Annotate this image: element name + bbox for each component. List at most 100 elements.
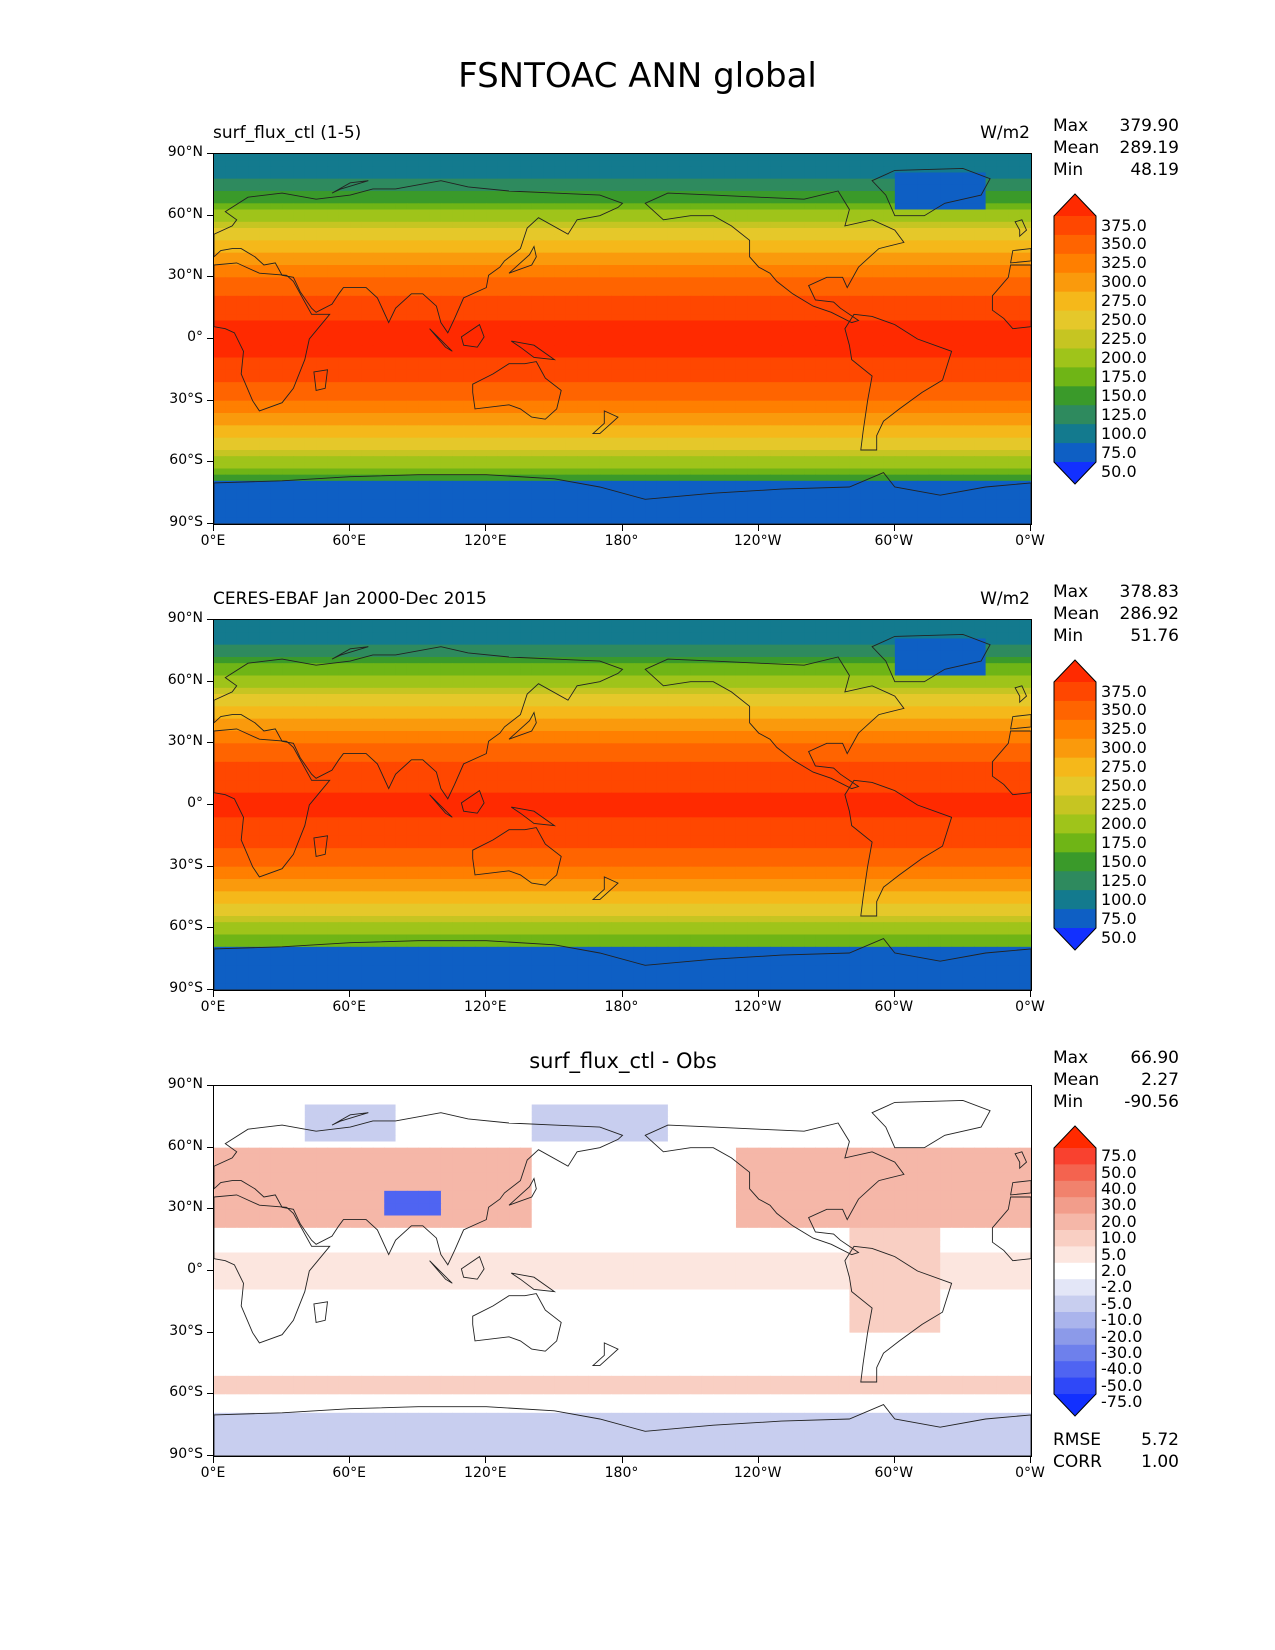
field-cell <box>690 172 703 180</box>
field-cell <box>701 357 714 365</box>
field-cell <box>248 234 260 241</box>
field-cell <box>463 650 476 658</box>
field-cell <box>259 166 272 174</box>
field-cell <box>826 369 839 377</box>
field-cell <box>225 480 238 488</box>
field-cell <box>599 620 612 627</box>
field-cell <box>928 419 941 426</box>
field-cell <box>259 160 272 167</box>
field-cell <box>645 505 658 513</box>
field-cell <box>690 258 703 266</box>
field-cell <box>350 252 363 260</box>
field-cell <box>338 221 351 229</box>
field-cell <box>1008 400 1021 408</box>
field-cell <box>758 638 771 646</box>
field-cell <box>577 388 590 396</box>
field-cell <box>316 302 329 309</box>
field-cell <box>372 246 385 254</box>
field-cell <box>928 511 941 519</box>
coastline <box>871 167 991 217</box>
field-cell <box>996 221 1009 229</box>
field-cell <box>906 394 919 402</box>
field-cell <box>293 376 306 383</box>
field-cell <box>293 663 306 670</box>
field-cell <box>611 277 624 285</box>
field-cell <box>860 160 873 167</box>
field-cell <box>906 314 919 322</box>
field-cell <box>611 221 624 229</box>
field-cell <box>917 663 930 670</box>
field-cell <box>225 644 238 652</box>
field-cell <box>679 228 692 235</box>
field-cell <box>974 443 987 451</box>
field-cell <box>860 240 873 248</box>
field-cell <box>338 468 351 476</box>
field-cell <box>543 480 556 488</box>
field-cell <box>372 271 385 278</box>
field-cell <box>1008 314 1021 322</box>
field-cell <box>361 197 374 204</box>
field-cell <box>928 382 941 389</box>
field-cell <box>327 382 340 389</box>
field-cell <box>826 221 839 229</box>
field-cell <box>509 632 521 640</box>
field-cell <box>361 406 374 414</box>
field-cell <box>735 295 748 303</box>
field-cell <box>656 382 669 389</box>
field-cell <box>701 345 714 352</box>
field-cell <box>395 203 408 211</box>
field-cell <box>747 215 760 223</box>
field-cell <box>531 345 544 352</box>
field-cell <box>236 474 249 482</box>
field-cell <box>940 283 953 291</box>
field-cell <box>951 620 964 627</box>
field-cell <box>747 228 760 235</box>
field-cell <box>270 166 283 174</box>
field-cell <box>701 154 714 161</box>
field-cell <box>565 308 578 315</box>
colorbar-segment <box>1054 405 1096 425</box>
field-cell <box>781 209 794 217</box>
field-cell <box>270 499 283 507</box>
field-cell <box>406 388 419 396</box>
field-cell <box>270 638 283 646</box>
field-cell <box>259 345 272 352</box>
field-cell <box>338 277 351 285</box>
field-cell <box>406 246 419 254</box>
field-cell <box>940 197 953 204</box>
field-cell <box>418 289 431 297</box>
field-cell <box>724 425 737 433</box>
field-cell <box>735 462 748 470</box>
coastline <box>472 361 562 420</box>
field-cell <box>543 258 556 266</box>
field-cell <box>270 172 283 180</box>
field-cell <box>917 295 930 303</box>
field-cell <box>894 363 907 371</box>
field-cell <box>236 462 249 470</box>
field-cell <box>565 450 578 457</box>
field-cell <box>259 240 272 248</box>
field-cell <box>406 154 419 161</box>
field-cell <box>917 450 930 457</box>
field-cell <box>928 363 941 371</box>
field-cell <box>792 388 805 396</box>
field-cell <box>418 474 431 482</box>
field-cell <box>883 332 896 340</box>
field-cell <box>452 166 465 174</box>
field-cell <box>735 450 748 457</box>
field-cell <box>917 258 930 266</box>
field-cell <box>735 657 748 664</box>
field-cell <box>815 178 828 186</box>
field-cell <box>565 252 578 260</box>
field-cell <box>463 160 476 167</box>
field-cell <box>509 320 521 328</box>
field-cell <box>304 644 317 652</box>
field-cell <box>440 376 453 383</box>
field-cell <box>588 314 601 322</box>
field-cell <box>1008 351 1021 359</box>
field-cell <box>758 246 771 254</box>
field-cell <box>361 669 374 677</box>
field-cell <box>883 289 896 297</box>
field-cell <box>781 456 794 463</box>
field-cell <box>701 394 714 402</box>
